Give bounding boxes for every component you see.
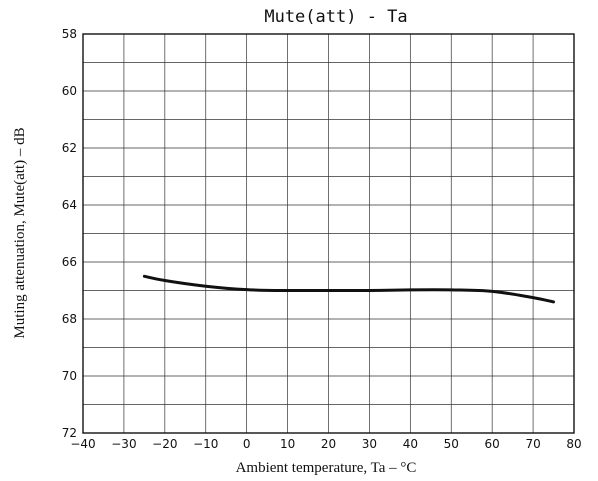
y-tick-label: 62 [62, 141, 77, 155]
x-axis-label: Ambient temperature, Ta – °C [236, 460, 417, 476]
y-tick-label: 70 [62, 369, 77, 383]
series-line [142, 274, 555, 304]
x-tick-label: 40 [403, 437, 418, 451]
x-tick-label: −20 [152, 437, 177, 451]
y-tick-label: 72 [62, 426, 77, 440]
x-tick-label: 30 [362, 437, 377, 451]
chart-title: Mute(att) - Ta [264, 7, 407, 27]
x-tick-label: 70 [525, 437, 540, 451]
y-tick-label: 58 [62, 27, 77, 41]
x-tick-label: 0 [243, 437, 251, 451]
y-tick-label: 68 [62, 312, 77, 326]
plot-frame [82, 33, 575, 434]
x-tick-label: 80 [566, 437, 581, 451]
x-tick-labels: −40 −30 −20 −10 0 10 20 30 40 50 60 70 80 [70, 437, 581, 451]
x-tick-label: 20 [321, 437, 336, 451]
grid [82, 33, 575, 434]
y-tick-label: 66 [62, 255, 77, 269]
x-tick-label: 60 [485, 437, 500, 451]
y-tick-label: 64 [62, 198, 77, 212]
y-tick-label: 60 [62, 84, 77, 98]
x-tick-label: 10 [280, 437, 295, 451]
x-tick-label: 50 [444, 437, 459, 451]
x-tick-label: −10 [193, 437, 218, 451]
series-group [142, 274, 555, 304]
x-tick-label: −40 [70, 437, 95, 451]
y-axis-label: Muting attenuation, Mute(att) – dB [12, 127, 28, 338]
x-tick-label: −30 [111, 437, 136, 451]
y-tick-labels: 58 60 62 64 66 68 70 72 [62, 27, 77, 440]
